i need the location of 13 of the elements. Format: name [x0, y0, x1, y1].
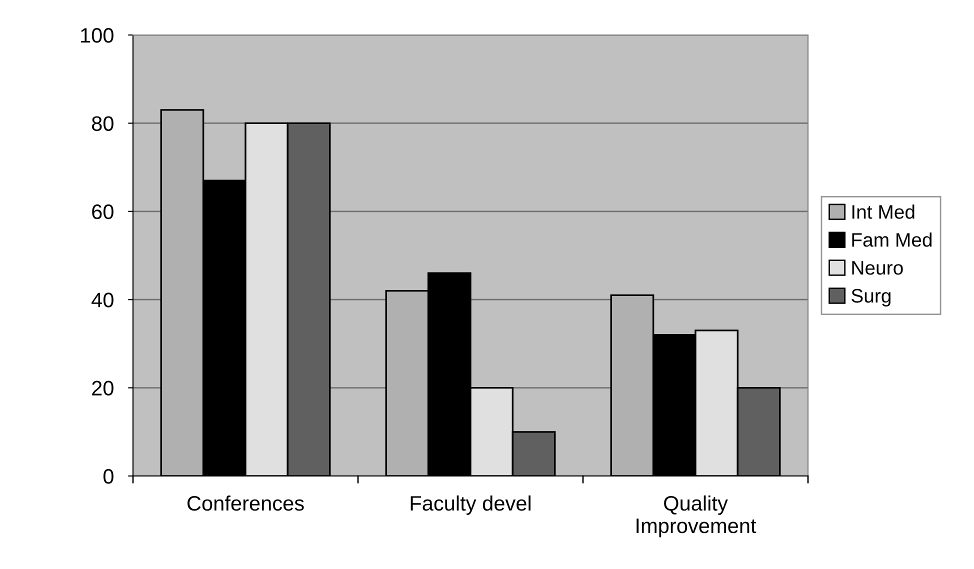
y-tick-label: 60 [92, 204, 114, 220]
legend-label: Neuro [852, 261, 903, 275]
y-tick-label: 40 [92, 292, 114, 308]
y-tick-label: 80 [92, 116, 114, 131]
x-tick-label: Quality Improvement [636, 495, 756, 538]
x-tick-label: Conferences [188, 495, 304, 511]
x-tick-label: Faculty devel [410, 495, 530, 515]
legend-label: Int Med [852, 204, 914, 219]
legend-label: Fam Med [852, 232, 932, 247]
y-tick-label: 20 [92, 380, 114, 396]
y-tick-label: 0 [103, 469, 114, 484]
legend-label: Surg [852, 288, 890, 307]
y-tick-label: 100 [81, 28, 114, 43]
